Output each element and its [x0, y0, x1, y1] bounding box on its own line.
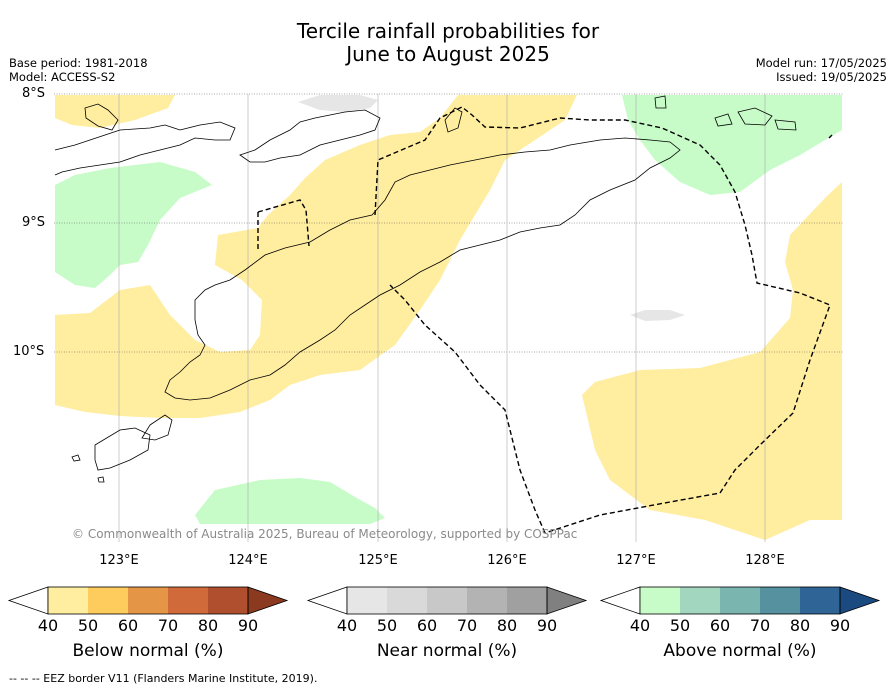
map-title: Tercile rainfall probabilities for June … [0, 20, 896, 66]
lon-label-128e: 128°E [745, 553, 785, 568]
eez-border [257, 106, 833, 534]
cbar-near-tick: 90 [536, 616, 558, 635]
cbar-below-tick: 40 [37, 616, 59, 635]
colorbar-segment [88, 587, 128, 614]
colorbar-arrow-low [599, 586, 641, 615]
colorbar-0 [7, 586, 289, 615]
colorbar-2 [599, 586, 881, 615]
model-name: Model: ACCESS-S2 [9, 70, 116, 84]
colorbar-arrow-high [839, 586, 881, 615]
colorbar-segment [48, 587, 88, 614]
meta-right: Model run: 17/05/2025 Issued: 19/05/2025 [756, 56, 887, 84]
above-normal-region [55, 95, 842, 524]
colorbar-segment [128, 587, 168, 614]
colorbar-segment [760, 587, 800, 614]
colorbar-arrow-low [7, 586, 49, 615]
cbar-above-tick: 70 [749, 616, 771, 635]
cbar-near-tick: 70 [456, 616, 478, 635]
colorbar-segment [680, 587, 720, 614]
colorbar-segment [507, 587, 547, 614]
lon-label-127e: 127°E [616, 553, 656, 568]
cbar-above-tick: 90 [829, 616, 851, 635]
cbar-above-tick: 40 [629, 616, 651, 635]
cbar-below-tick: 50 [77, 616, 99, 635]
lat-label-8s: 8°S [22, 86, 46, 101]
colorbar-arrow-low [306, 586, 348, 615]
cbar-near-tick: 40 [336, 616, 358, 635]
cbar-above-tick: 80 [789, 616, 811, 635]
cbar-near-tick: 80 [496, 616, 518, 635]
lat-label-9s: 9°S [22, 215, 46, 230]
cbar-above-tick: 60 [709, 616, 731, 635]
gridlines-meridians [118, 94, 766, 542]
meta-left: Base period: 1981-2018 Model: ACCESS-S2 [9, 56, 148, 84]
colorbar-outline [47, 586, 249, 615]
cbar-below-tick: 60 [117, 616, 139, 635]
cbar-below-label: Below normal (%) [72, 641, 224, 661]
lon-label-123e: 123°E [99, 553, 139, 568]
colorbar-arrow-high [546, 586, 588, 615]
colorbar-segment [387, 587, 427, 614]
cbar-below-tick: 90 [237, 616, 259, 635]
eez-footnote: -- -- -- EEZ border V11 (Flanders Marine… [9, 672, 318, 685]
cbar-below-tick: 70 [157, 616, 179, 635]
colorbar-segment [427, 587, 467, 614]
lon-label-126e: 126°E [487, 553, 527, 568]
colorbar-outline [639, 586, 841, 615]
colorbar-segment [168, 587, 208, 614]
lon-label-125e: 125°E [358, 553, 398, 568]
lat-label-10s: 10°S [13, 344, 45, 359]
title-line-1: Tercile rainfall probabilities for [296, 19, 600, 43]
cbar-near-tick: 60 [416, 616, 438, 635]
colorbar-1 [306, 586, 588, 615]
cbar-near-tick: 50 [376, 616, 398, 635]
coastlines [54, 95, 797, 483]
colorbar-outline [346, 586, 548, 615]
colorbar-segment [720, 587, 760, 614]
colorbar-segment [347, 587, 387, 614]
lon-label-124e: 124°E [228, 553, 268, 568]
near-normal-region [298, 95, 685, 321]
title-line-2: June to August 2025 [346, 42, 550, 66]
cbar-below-tick: 80 [197, 616, 219, 635]
gridlines [54, 93, 843, 353]
copyright-notice: © Commonwealth of Australia 2025, Bureau… [72, 527, 578, 541]
colorbar-segment [640, 587, 680, 614]
colorbar-segment [800, 587, 840, 614]
colorbar-segment [208, 587, 248, 614]
cbar-near-label: Near normal (%) [376, 641, 518, 661]
base-period: Base period: 1981-2018 [9, 56, 148, 70]
colorbar-arrow-high [247, 586, 289, 615]
issued-date: Issued: 19/05/2025 [776, 70, 887, 84]
model-run: Model run: 17/05/2025 [755, 56, 887, 70]
cbar-above-label: Above normal (%) [663, 641, 817, 661]
colorbar-segment [467, 587, 507, 614]
below-normal-region [55, 95, 842, 540]
cbar-above-tick: 50 [669, 616, 691, 635]
